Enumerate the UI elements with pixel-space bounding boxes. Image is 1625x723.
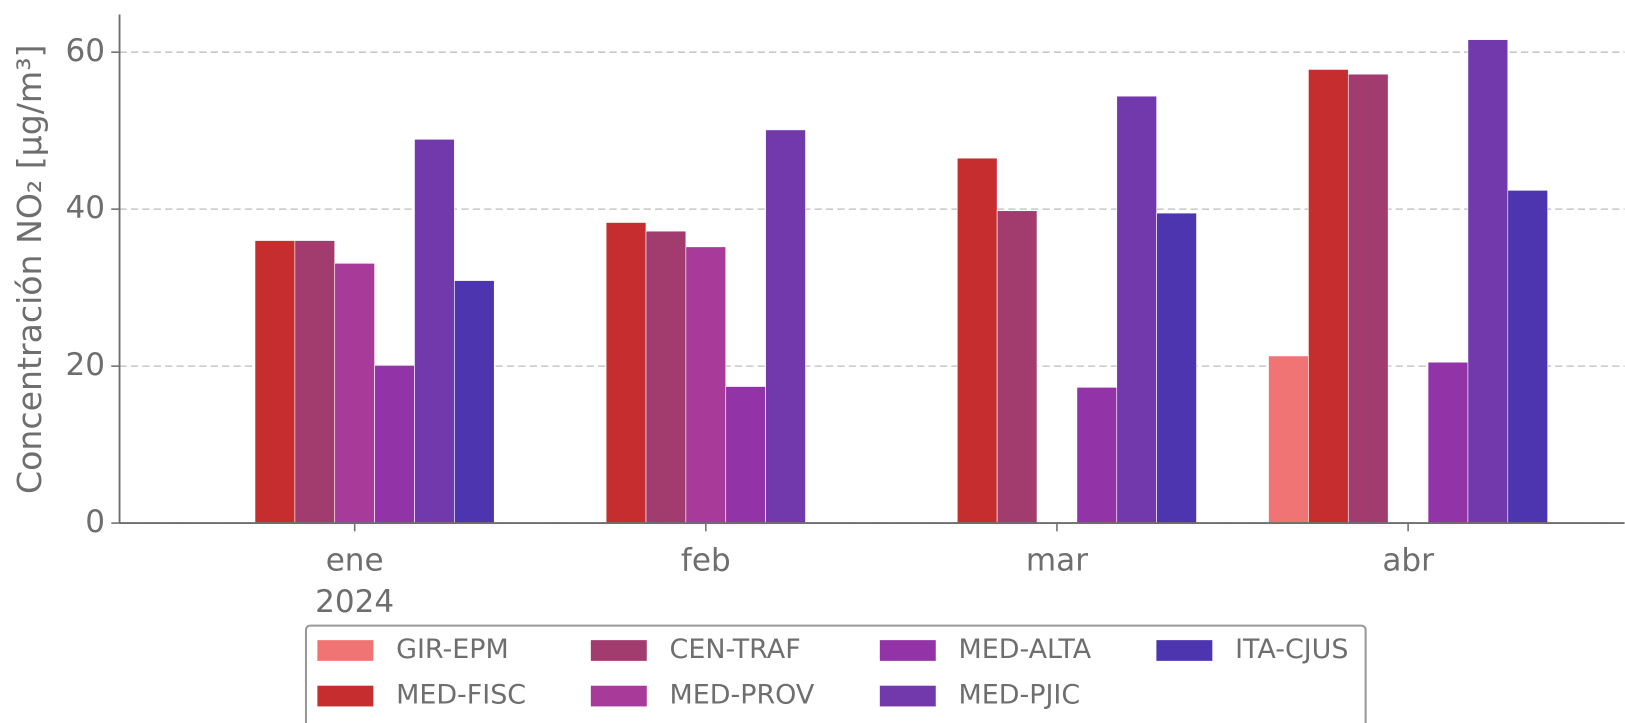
bar [294,240,336,524]
bar [414,138,455,524]
y-tick-label: 60 [66,33,106,69]
legend-swatch [317,640,374,661]
legend-swatch [590,685,647,707]
legend-label: GIR-EPM [396,634,509,665]
bar [1156,212,1197,524]
x-tick-label: abr [1382,542,1434,578]
y-axis-label: Concentración NO₂ [μg/m³] [10,45,49,494]
legend-swatch [317,685,374,707]
bar [1467,39,1509,524]
y-tick-label: 0 [85,504,105,540]
bar [685,246,727,524]
bar [1507,189,1548,524]
legend-label: MED-FISC [396,680,526,711]
legend-label: MED-PROV [670,680,815,711]
y-tick-label: 40 [66,190,106,226]
legend-swatch [879,685,936,707]
bar [454,280,495,524]
legend-swatch [590,640,647,661]
legend-label: MED-ALTA [959,634,1092,665]
bar [1076,386,1118,524]
bar [334,262,375,524]
bar [374,365,415,524]
legend-box [304,624,1367,723]
x-tick-label: feb [681,542,731,578]
bar [725,386,766,524]
bar [605,222,647,524]
y-tick-label: 20 [66,347,106,383]
legend-label: MED-PJIC [959,680,1081,711]
bar [1347,73,1389,524]
bar [1308,69,1349,524]
bar [254,240,296,524]
bar [645,230,687,524]
legend-swatch [1156,640,1213,661]
bar [996,210,1038,524]
bar [1427,361,1469,524]
bar [956,157,998,524]
bar [1268,355,1309,524]
x-tick-label: mar [1026,542,1088,578]
x-tick-label: ene [326,542,384,578]
legend-label: CEN-TRAF [670,634,801,665]
bar [765,129,806,524]
legend-swatch [879,640,936,661]
bar [1116,95,1157,524]
legend-label: ITA-CJUS [1235,634,1348,665]
x-year-label: 2024 [315,584,394,620]
